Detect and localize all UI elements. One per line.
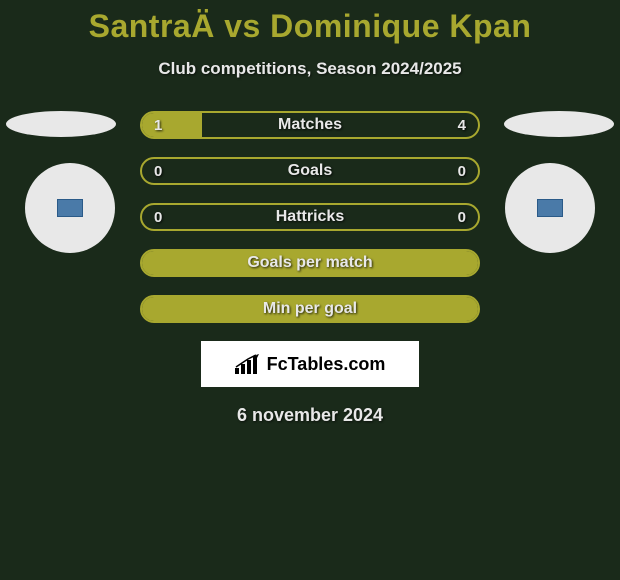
player-ellipse-left [6, 111, 116, 137]
subtitle: Club competitions, Season 2024/2025 [0, 59, 620, 79]
stats-area: 1Matches40Goals00Hattricks0Goals per mat… [0, 111, 620, 323]
page-title: SantraÄ vs Dominique Kpan [0, 8, 620, 45]
logo-text: FcTables.com [267, 354, 386, 375]
stat-row: 1Matches4 [140, 111, 480, 139]
stat-row: 0Hattricks0 [140, 203, 480, 231]
stat-row: Goals per match [140, 249, 480, 277]
player-ellipse-right [504, 111, 614, 137]
date-text: 6 november 2024 [0, 405, 620, 426]
badge-inner-right [537, 199, 563, 217]
stat-row: 0Goals0 [140, 157, 480, 185]
player-badge-right [505, 163, 595, 253]
player-badge-left [25, 163, 115, 253]
root-container: SantraÄ vs Dominique Kpan Club competiti… [0, 0, 620, 426]
stat-label: Matches [142, 113, 478, 137]
badge-inner-left [57, 199, 83, 217]
stat-value-right: 4 [458, 113, 466, 137]
stat-label: Goals per match [142, 251, 478, 275]
stat-row: Min per goal [140, 295, 480, 323]
logo: FcTables.com [235, 354, 386, 375]
stat-label: Goals [142, 159, 478, 183]
stat-label: Min per goal [142, 297, 478, 321]
stat-value-right: 0 [458, 205, 466, 229]
stat-label: Hattricks [142, 205, 478, 229]
stat-value-right: 0 [458, 159, 466, 183]
chart-bars-icon [235, 354, 263, 374]
logo-box: FcTables.com [201, 341, 419, 387]
stat-rows: 1Matches40Goals00Hattricks0Goals per mat… [140, 111, 480, 323]
